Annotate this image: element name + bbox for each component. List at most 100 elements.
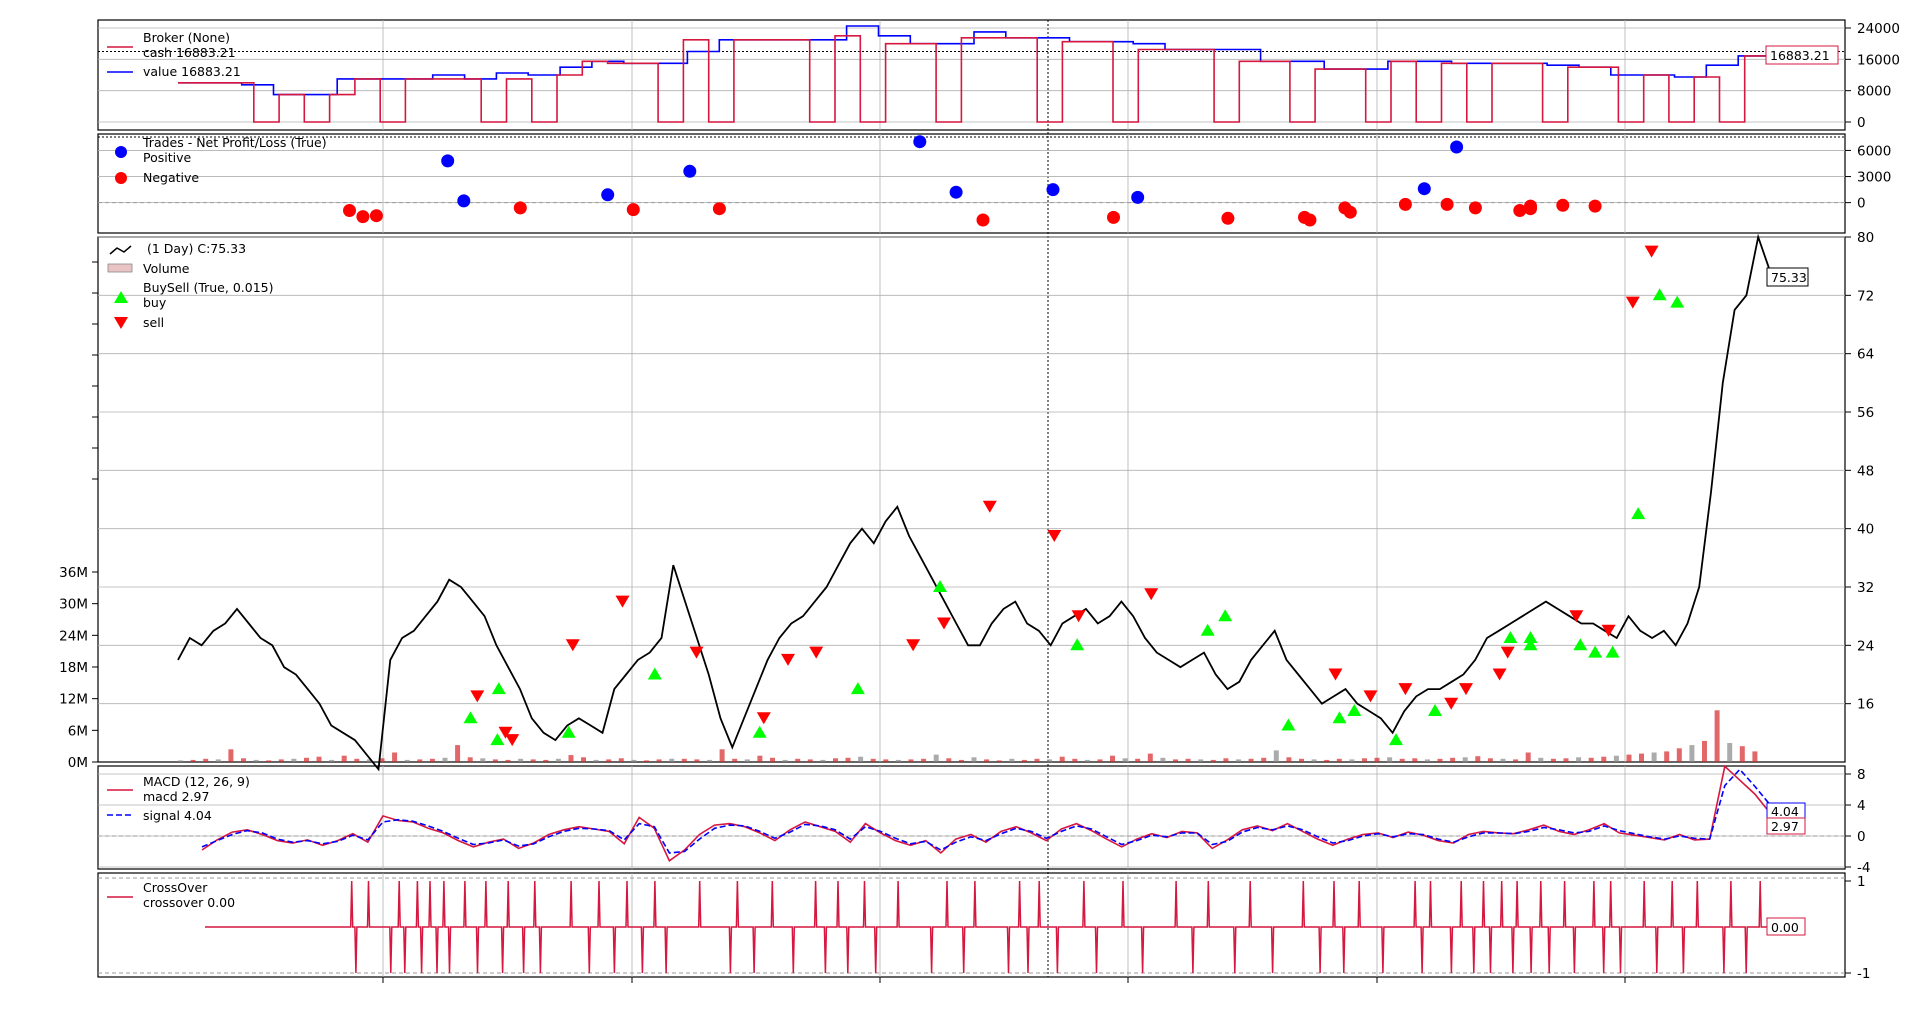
ytick-label-macd-1: 0 [1857, 829, 1866, 845]
volume-bar-99 [1424, 759, 1430, 762]
buy-marker-23 [1670, 295, 1685, 308]
volume-bar-115 [1626, 754, 1632, 762]
volume-bar-118 [1664, 751, 1670, 762]
trade-negative-8 [1221, 211, 1235, 225]
sell-marker-5 [689, 646, 704, 659]
trade-positive-6 [1046, 183, 1060, 197]
volume-bar-8 [278, 759, 284, 762]
buy-marker-3 [561, 725, 576, 738]
ytick-label-macd-0: -4 [1857, 860, 1870, 876]
volume-bar-54 [858, 756, 864, 762]
vol-tick-label-4: 24M [59, 628, 88, 644]
macd-last-value-box [1766, 817, 1806, 835]
volume-bar-40 [681, 758, 687, 762]
volume-bar-69 [1047, 759, 1053, 762]
ytick-label-broker-2: 16000 [1857, 52, 1900, 68]
volume-bar-14 [354, 758, 360, 762]
volume-bar-90 [1311, 759, 1317, 762]
trade-negative-5 [712, 202, 726, 216]
ytick-label-cross-0: -1 [1857, 966, 1870, 982]
sell-marker-7 [781, 653, 795, 666]
volume-bar-15 [366, 759, 372, 762]
volume-bar-83 [1223, 758, 1229, 762]
volume-bar-75 [1122, 758, 1128, 762]
buy-marker-13 [1347, 704, 1362, 716]
legend-price-sell: sell [143, 315, 164, 330]
legend-price-title: (1 Day) C:75.33 [147, 241, 246, 256]
macd-last-value-label: 2.97 [1771, 819, 1799, 834]
volume-bar-17 [392, 752, 398, 762]
buy-marker-21 [1605, 645, 1620, 658]
trade-negative-2 [369, 209, 383, 223]
volume-bar-123 [1727, 743, 1733, 762]
legend-broker-value: value 16883.21 [143, 64, 241, 79]
volume-bar-74 [1110, 755, 1115, 762]
trade-positive-2 [601, 188, 615, 202]
volume-bar-38 [656, 759, 662, 762]
trade-positive-7 [1131, 190, 1145, 204]
sell-marker-8 [809, 646, 824, 659]
legend-cross-title: CrossOver [143, 880, 208, 895]
crossover-line [205, 880, 1770, 974]
volume-bar-77 [1147, 753, 1153, 762]
volume-bar-12 [329, 759, 335, 762]
volume-bar-26 [505, 759, 511, 762]
vol-tick-label-0: 0M [68, 755, 88, 771]
trade-negative-10 [1303, 213, 1317, 227]
volume-bar-71 [1072, 758, 1078, 762]
broker-value-line [178, 25, 1770, 96]
volume-bar-121 [1702, 740, 1707, 762]
broker-cash-line [178, 35, 1770, 123]
volume-bar-73 [1097, 759, 1103, 762]
volume-bar-93 [1349, 759, 1355, 762]
ytick-label-price-4: 48 [1857, 463, 1874, 479]
ytick-label-price-2: 32 [1857, 580, 1874, 596]
crossover-last-value-label: 0.00 [1771, 920, 1799, 935]
panel-frames [97, 19, 1846, 978]
volume-bar-82 [1210, 759, 1216, 762]
volume-bar-24 [480, 758, 486, 762]
trade-negative-0 [343, 204, 356, 217]
volume-bar-120 [1689, 745, 1695, 762]
trade-negative-6 [976, 213, 990, 227]
legend-marker-negative [115, 172, 127, 184]
trade-positive-3 [683, 164, 697, 178]
volume-bar-89 [1299, 758, 1304, 762]
trade-positive-8 [1417, 182, 1431, 196]
buy-marker-1 [490, 733, 505, 746]
legend-price-buy: buy [143, 295, 167, 310]
volume-bar-109 [1550, 758, 1556, 762]
buy-marker-6 [850, 682, 865, 695]
ytick-label-broker-0: 0 [1857, 115, 1866, 131]
sell-marker-16 [1363, 690, 1378, 703]
legend-macd-title: MACD (12, 26, 9) [143, 774, 250, 789]
ytick-label-broker-3: 24000 [1857, 21, 1900, 37]
buy-marker-15 [1428, 704, 1442, 716]
volume-bar-10 [304, 757, 309, 762]
legend-cross-line: crossover 0.00 [143, 895, 235, 910]
buy-marker-0 [463, 711, 478, 724]
volume-bar-61 [946, 758, 952, 762]
trade-negative-4 [626, 203, 640, 217]
volume-bar-36 [631, 759, 637, 762]
volume-bar-72 [1084, 759, 1090, 762]
legend-macd-macd: macd 2.97 [143, 789, 209, 804]
ytick-label-price-3: 40 [1857, 522, 1874, 538]
volume-bar-16 [379, 758, 385, 762]
volume-bar-37 [644, 760, 649, 762]
sell-marker-14 [1144, 588, 1159, 601]
legends: Broker (None) cash 16883.21 value 16883.… [107, 30, 327, 910]
buy-marker-19 [1573, 638, 1588, 651]
volume-bar-57 [895, 759, 901, 762]
trade-negative-20 [1588, 199, 1602, 213]
vol-tick-label-3: 18M [59, 660, 88, 676]
price-last-value-box [1766, 267, 1809, 287]
ytick-label-price-5: 56 [1857, 405, 1874, 421]
volume-bar-34 [606, 759, 612, 762]
volume-bar-78 [1160, 757, 1166, 762]
sell-marker-15 [1328, 668, 1343, 681]
buy-marker-12 [1332, 711, 1347, 724]
ytick-label-price-8: 80 [1857, 230, 1874, 246]
vol-tick-label-5: 30M [59, 597, 88, 613]
